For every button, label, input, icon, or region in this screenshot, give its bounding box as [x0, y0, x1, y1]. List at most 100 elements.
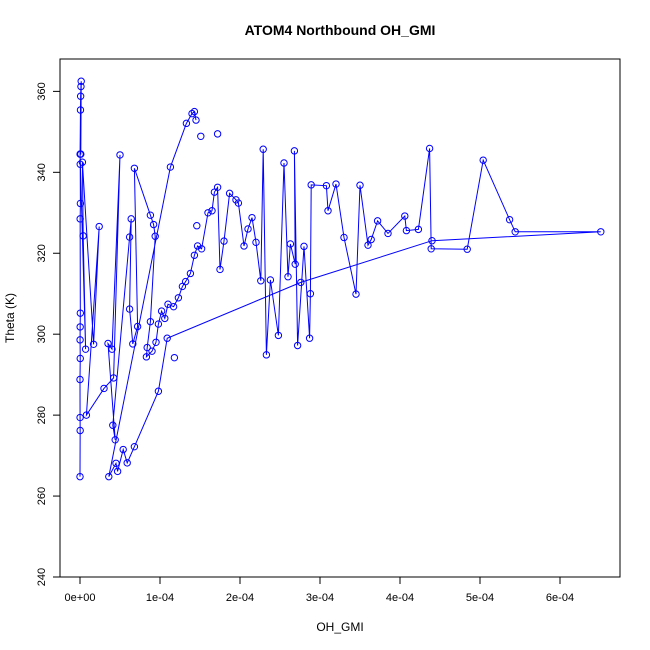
data-point [262, 351, 271, 359]
data-point [297, 278, 305, 287]
data-point [332, 180, 340, 188]
x-tick-label: 3e-04 [306, 592, 334, 604]
data-point [252, 238, 260, 247]
data-point [213, 130, 222, 138]
data-point [248, 213, 256, 222]
data-point [76, 106, 85, 114]
data-point [76, 413, 84, 422]
data-point [356, 181, 364, 189]
data-point [76, 92, 85, 100]
data-point [352, 290, 360, 298]
data-point [505, 215, 514, 224]
data-point [188, 109, 196, 118]
data-point [76, 309, 85, 317]
data-point [100, 384, 108, 393]
data-point [284, 273, 292, 281]
data-point [479, 156, 487, 164]
data-point [427, 245, 435, 253]
data-point [95, 222, 103, 231]
data-point [112, 459, 120, 467]
data-point [425, 144, 434, 153]
data-point [113, 467, 122, 476]
data-point [384, 229, 392, 238]
data-point [82, 411, 91, 419]
data-point [402, 226, 411, 235]
data-point [77, 150, 85, 158]
data-point [213, 183, 222, 191]
data-point [220, 237, 228, 245]
data-point [157, 307, 166, 315]
data-point [190, 251, 199, 259]
data-point [146, 211, 155, 219]
data-point [123, 459, 131, 467]
x-tick-label: 4e-04 [386, 592, 414, 604]
data-point [597, 228, 605, 236]
data-point [290, 147, 299, 155]
data-point [76, 336, 84, 344]
data-point [81, 345, 90, 353]
series-line [79, 81, 601, 477]
data-point [373, 217, 382, 225]
chart-title: ATOM4 Northbound OH_GMI [245, 22, 436, 38]
data-point [204, 209, 212, 217]
data-point [154, 320, 163, 328]
data-point [174, 294, 183, 302]
data-point [154, 387, 163, 395]
data-point [511, 228, 519, 236]
data-point [324, 207, 332, 215]
data-point [108, 345, 116, 353]
data-point [208, 207, 216, 215]
data-point [111, 436, 119, 444]
data-point [149, 220, 158, 229]
data-point [364, 241, 372, 249]
data-point [76, 354, 84, 363]
data-point [116, 151, 124, 159]
y-tick-label: 260 [36, 487, 48, 505]
x-axis: 0e+00 1e-04 2e-04 3e-04 4e-04 5e-04 6e-04 [65, 576, 574, 604]
x-tick-label: 0e+00 [65, 592, 96, 604]
data-point [166, 163, 175, 171]
data-point [163, 334, 171, 342]
data-point [280, 159, 288, 167]
data-point [293, 341, 302, 350]
x-tick-label: 2e-04 [226, 592, 254, 604]
x-tick-label: 1e-04 [146, 592, 174, 604]
data-point [190, 107, 199, 116]
x-tick-label: 5e-04 [466, 592, 494, 604]
data-point [181, 277, 190, 286]
data-point [129, 340, 137, 348]
data-point [259, 145, 267, 153]
plot-frame [59, 58, 621, 578]
x-axis-label: OH_GMI [316, 620, 363, 634]
y-tick-label: 320 [36, 244, 48, 262]
data-point [286, 240, 295, 248]
y-axis: 240 260 280 300 320 340 360 [36, 82, 61, 586]
data-point [78, 158, 87, 166]
data-point [109, 421, 117, 429]
data-point [125, 233, 134, 241]
data-point [307, 181, 315, 189]
data-point [105, 472, 113, 481]
data-point [244, 225, 252, 233]
data-point [367, 235, 375, 244]
data-point [197, 132, 205, 141]
data-point [151, 232, 159, 240]
x-tick-label: 6e-04 [546, 592, 574, 604]
y-axis-label: Theta (K) [3, 293, 17, 343]
data-point [192, 116, 200, 124]
data-point [234, 199, 243, 207]
series-layer [76, 77, 605, 481]
data-point [76, 472, 84, 481]
data-point [130, 442, 139, 451]
data-point [76, 375, 84, 384]
data-point [300, 242, 308, 251]
y-tick-label: 280 [36, 406, 48, 424]
data-point [193, 222, 201, 230]
data-point [414, 225, 423, 234]
data-point [77, 82, 85, 91]
y-tick-label: 300 [36, 325, 48, 343]
data-point [148, 347, 156, 355]
data-point [291, 260, 299, 268]
data-point [161, 314, 169, 323]
